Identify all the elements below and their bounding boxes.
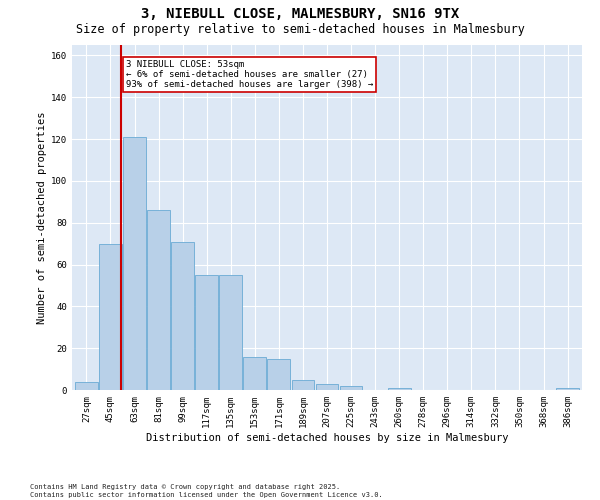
Bar	[244, 356, 266, 390]
Text: Size of property relative to semi-detached houses in Malmesbury: Size of property relative to semi-detach…	[76, 22, 524, 36]
Bar	[147, 210, 170, 390]
Bar	[123, 137, 146, 390]
Bar	[75, 382, 98, 390]
Bar	[340, 386, 362, 390]
Bar	[556, 388, 579, 390]
Bar	[388, 388, 410, 390]
Y-axis label: Number of semi-detached properties: Number of semi-detached properties	[37, 112, 47, 324]
Text: Contains HM Land Registry data © Crown copyright and database right 2025.
Contai: Contains HM Land Registry data © Crown c…	[30, 484, 383, 498]
Text: 3 NIEBULL CLOSE: 53sqm
← 6% of semi-detached houses are smaller (27)
93% of semi: 3 NIEBULL CLOSE: 53sqm ← 6% of semi-deta…	[126, 60, 373, 90]
X-axis label: Distribution of semi-detached houses by size in Malmesbury: Distribution of semi-detached houses by …	[146, 432, 508, 442]
Bar	[316, 384, 338, 390]
Bar	[99, 244, 122, 390]
Text: 3, NIEBULL CLOSE, MALMESBURY, SN16 9TX: 3, NIEBULL CLOSE, MALMESBURY, SN16 9TX	[141, 8, 459, 22]
Bar	[220, 275, 242, 390]
Bar	[195, 275, 218, 390]
Bar	[292, 380, 314, 390]
Bar	[268, 358, 290, 390]
Bar	[171, 242, 194, 390]
